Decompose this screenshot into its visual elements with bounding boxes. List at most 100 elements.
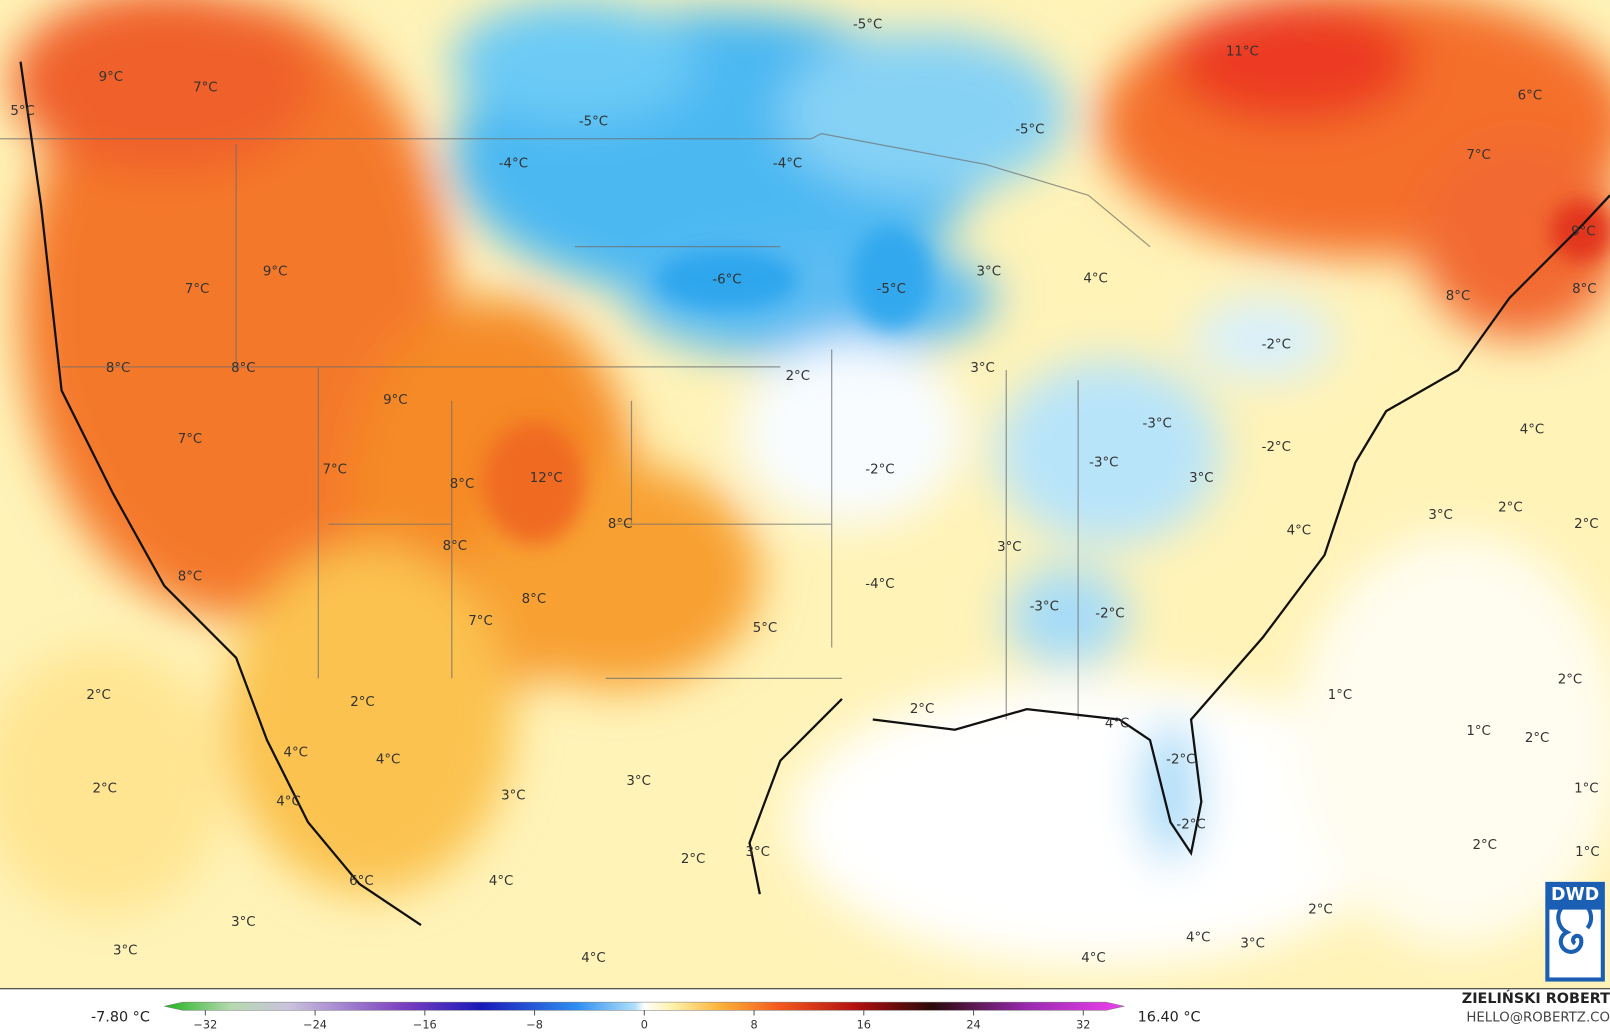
- temperature-label: -3°C: [1030, 599, 1059, 614]
- color-legend: -7.80 °C 16.40 °C −32 −24 −16 −8 0 8 16 24 32: [91, 1001, 1201, 1032]
- temperature-label: 3°C: [1240, 937, 1264, 952]
- dwd-logo: DWD: [1545, 881, 1605, 982]
- temperature-label: 3°C: [977, 264, 1001, 279]
- temperature-label: 1°C: [1466, 724, 1490, 739]
- temperature-label: 9°C: [99, 70, 123, 85]
- logo-text: DWD: [1551, 885, 1599, 905]
- temperature-label: 3°C: [626, 774, 650, 789]
- temperature-label: 3°C: [231, 915, 255, 930]
- temperature-label: 3°C: [113, 944, 137, 959]
- temperature-label: -5°C: [877, 282, 906, 297]
- temperature-label: -3°C: [1089, 456, 1118, 471]
- temperature-label: 4°C: [376, 753, 400, 768]
- temperature-label: 2°C: [1308, 903, 1332, 918]
- temperature-label: 1°C: [1328, 688, 1352, 703]
- temperature-labels: 9°C 7°C 5°C -5°C 11°C 6°C -5°C -5°C -4°C -4°C 7°C 9…: [10, 18, 1599, 966]
- tick-label: −24: [303, 1019, 327, 1032]
- max-label: 16.40 °C: [1138, 1010, 1201, 1026]
- temperature-label: 8°C: [1446, 289, 1470, 304]
- temperature-label: 3°C: [1189, 471, 1213, 486]
- temperature-label: 3°C: [970, 361, 994, 376]
- temperature-label: 2°C: [1558, 672, 1582, 687]
- temperature-label: -3°C: [1143, 416, 1172, 431]
- temperature-label: -2°C: [1095, 607, 1124, 622]
- temperature-label: 2°C: [786, 369, 810, 384]
- temperature-label: -2°C: [1262, 337, 1291, 352]
- temperature-label: 2°C: [1498, 501, 1522, 516]
- temperature-label: -5°C: [579, 114, 608, 129]
- temperature-label: 8°C: [231, 361, 255, 376]
- temperature-label: 3°C: [746, 845, 770, 860]
- tick-label: 8: [750, 1019, 757, 1032]
- temperature-label: 9°C: [1571, 224, 1595, 239]
- temperature-label: 7°C: [322, 463, 346, 478]
- temperature-label: -2°C: [1262, 440, 1291, 455]
- temperature-label: 8°C: [178, 570, 202, 585]
- temperature-label: 4°C: [489, 874, 513, 889]
- tick-label: −32: [193, 1019, 217, 1032]
- temperature-label: 8°C: [608, 517, 632, 532]
- temperature-label: 2°C: [681, 852, 705, 867]
- temperature-label: 6°C: [349, 874, 373, 889]
- tick-label: 16: [857, 1019, 871, 1032]
- temperature-label: 1°C: [1574, 781, 1598, 796]
- temperature-label: 2°C: [1574, 517, 1598, 532]
- temperature-label: 1°C: [1575, 845, 1599, 860]
- temperature-label: 12°C: [530, 471, 563, 486]
- temperature-label: 4°C: [1520, 423, 1544, 438]
- temperature-label: 4°C: [283, 745, 307, 760]
- temperature-label: 4°C: [1083, 272, 1107, 287]
- temperature-label: 11°C: [1226, 44, 1259, 59]
- temperature-label: -2°C: [1166, 753, 1195, 768]
- temperature-label: 2°C: [1472, 838, 1496, 853]
- temperature-label: 3°C: [501, 789, 525, 804]
- temperature-label: 4°C: [1186, 930, 1210, 945]
- tick-label: 0: [641, 1019, 648, 1032]
- temperature-label: 2°C: [1525, 731, 1549, 746]
- temperature-label: 2°C: [910, 702, 934, 717]
- temperature-label: -4°C: [773, 156, 802, 171]
- temperature-label: 4°C: [1287, 523, 1311, 538]
- temperature-label: -2°C: [1176, 817, 1205, 832]
- tick-label: 32: [1076, 1019, 1090, 1032]
- temperature-label: 5°C: [753, 621, 777, 636]
- temperature-label: 4°C: [581, 951, 605, 966]
- temperature-label: 7°C: [178, 432, 202, 447]
- temperature-label: 3°C: [997, 540, 1021, 555]
- temperature-label: 4°C: [276, 795, 300, 810]
- color-bar: [164, 1001, 1125, 1011]
- temperature-label: 9°C: [263, 264, 287, 279]
- temperature-label: 7°C: [468, 614, 492, 629]
- credit-email: HELLO@ROBERTZ.CO: [1466, 1011, 1610, 1026]
- tick-label: 24: [966, 1019, 980, 1032]
- temperature-label: -5°C: [853, 18, 882, 33]
- map-field: [0, 0, 1610, 989]
- temperature-label: 8°C: [1572, 282, 1596, 297]
- temperature-label: -4°C: [865, 577, 894, 592]
- temperature-label: -5°C: [1015, 123, 1044, 138]
- temperature-label: 2°C: [350, 695, 374, 710]
- temperature-label: 4°C: [1081, 951, 1105, 966]
- temperature-label: 7°C: [185, 282, 209, 297]
- tick-label: −16: [413, 1019, 437, 1032]
- temperature-label: 8°C: [443, 539, 467, 554]
- temperature-label: 9°C: [383, 393, 407, 408]
- temperature-label: 7°C: [1466, 148, 1490, 163]
- temperature-label: -6°C: [712, 273, 741, 288]
- tick-label: −8: [526, 1019, 543, 1032]
- temperature-label: 7°C: [193, 80, 217, 95]
- temperature-label: 2°C: [86, 688, 110, 703]
- min-label: -7.80 °C: [91, 1010, 150, 1026]
- temperature-label: 5°C: [10, 104, 34, 119]
- temperature-label: 4°C: [1105, 717, 1129, 732]
- footer: [0, 988, 1610, 1035]
- temperature-label: 8°C: [106, 361, 130, 376]
- temperature-label: 8°C: [522, 592, 546, 607]
- temperature-label: -2°C: [865, 463, 894, 478]
- temperature-label: 6°C: [1518, 89, 1542, 104]
- temperature-label: 8°C: [450, 477, 474, 492]
- temperature-label: -4°C: [499, 156, 528, 171]
- temperature-label: 2°C: [92, 781, 116, 796]
